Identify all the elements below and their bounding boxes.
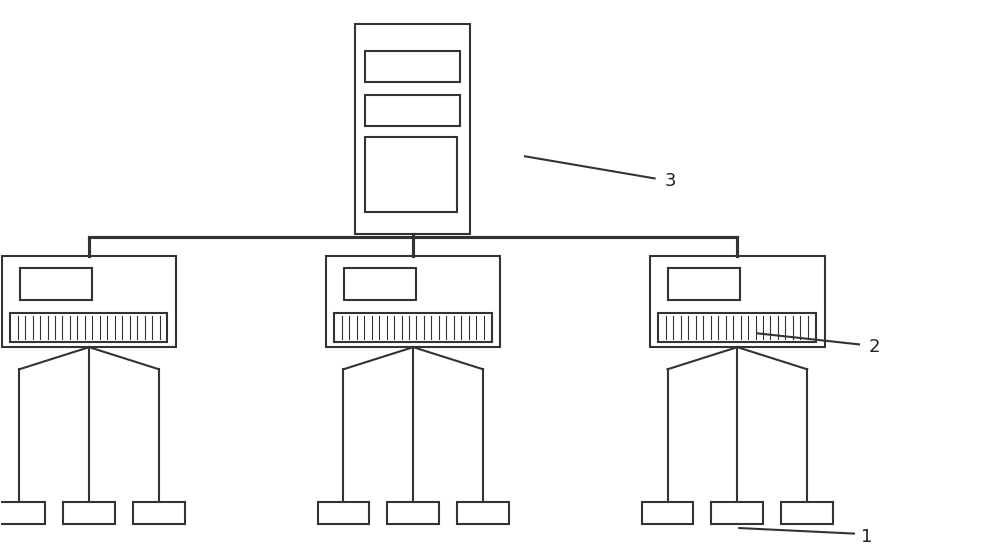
Bar [365,137,457,212]
Bar [2,256,176,347]
Bar [355,23,470,234]
Bar [781,502,833,524]
Text: 3: 3 [665,172,676,190]
Bar [650,256,825,347]
Bar [365,51,460,82]
Text: 1: 1 [861,528,872,546]
Bar [457,502,509,524]
Bar [711,502,763,524]
Bar [334,313,492,341]
Bar [63,502,115,524]
Bar [133,502,185,524]
Bar [365,96,460,126]
Bar [658,313,816,341]
Bar [326,256,500,347]
Bar [387,502,439,524]
Bar [344,268,416,300]
Bar [318,502,369,524]
Bar [642,502,693,524]
Bar [20,268,92,300]
Bar [10,313,167,341]
Bar [0,502,45,524]
Bar [668,268,740,300]
Text: 2: 2 [869,338,880,356]
